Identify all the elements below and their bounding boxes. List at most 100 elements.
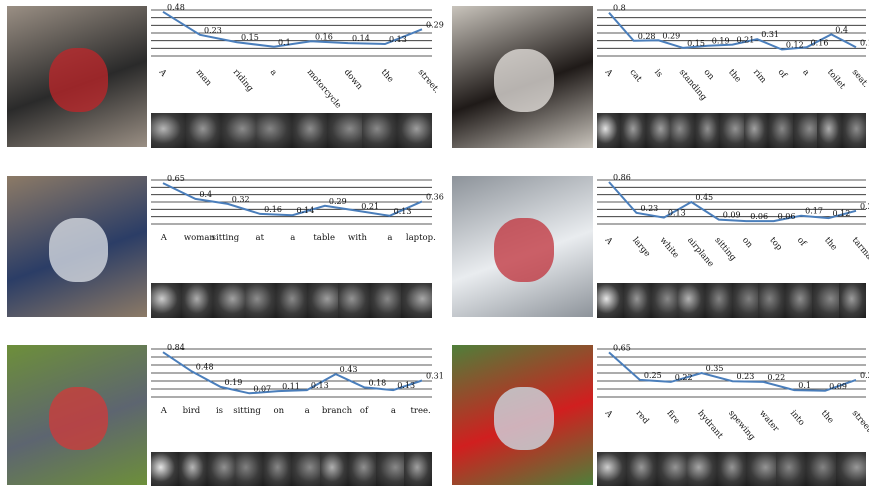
word-label: top (767, 236, 784, 254)
value-label: 0.22 (767, 373, 785, 382)
attention-map (817, 113, 842, 148)
attention-map (244, 283, 276, 318)
word-label: motorcycle (305, 68, 343, 111)
value-label: 0.25 (860, 371, 869, 380)
attention-map (151, 452, 180, 486)
value-label: 0.13 (668, 209, 686, 218)
attention-strip (597, 452, 867, 486)
value-label: 0.1 (798, 381, 811, 390)
photo-4 (452, 176, 593, 317)
attention-map (677, 283, 705, 318)
value-label: 0.31 (761, 30, 779, 39)
attention-map (207, 452, 236, 486)
attention-map (361, 113, 397, 148)
attention-map (319, 452, 348, 486)
attention-map (656, 452, 687, 486)
value-label: 0.13 (389, 35, 407, 44)
attention-map (776, 452, 807, 486)
value-label: 0.23 (640, 204, 658, 213)
attention-map (812, 283, 840, 318)
value-label: 0.31 (426, 371, 444, 380)
chart-4: 0.86 0.23 0.13 0.45 0.09 0.06 0.06 0.17 0.12 0.27… (597, 173, 869, 270)
value-label: 0.86 (613, 173, 631, 182)
series-line (608, 181, 857, 223)
word-label: rim (751, 68, 768, 86)
word-label: laptop. (406, 233, 436, 243)
value-label: 0.14 (352, 34, 370, 43)
attention-map (400, 283, 432, 318)
attention-map (746, 452, 777, 486)
attention-map (743, 113, 769, 148)
value-label: 0.09 (829, 382, 847, 391)
value-label: 0.14 (297, 206, 315, 215)
word-label: of (795, 236, 809, 249)
attention-map (179, 452, 208, 486)
attention-map (704, 283, 732, 318)
value-label: 0.25 (644, 371, 662, 380)
value-label: 0.23 (737, 372, 755, 381)
word-label: street. (850, 409, 869, 437)
photo-subject (494, 387, 554, 450)
attention-map (369, 283, 401, 318)
attention-map (375, 452, 404, 486)
word-label: A (160, 233, 168, 243)
chart-2: 0.8 0.28 0.29 0.15 0.19 0.21 0.31 0.12 0.16 0.4 0.… (597, 4, 869, 103)
word-label: white (658, 236, 681, 261)
attention-strip (597, 113, 866, 148)
value-label: 0.16 (264, 205, 282, 214)
chart-3: 0.65 0.4 0.32 0.16 0.14 0.29 0.21 0.13 0.36 A woma… (151, 174, 444, 243)
value-label: 0.48 (167, 3, 185, 12)
photo-subject (49, 218, 108, 282)
value-label: 0.4 (199, 190, 212, 199)
attention-map (186, 113, 222, 148)
word-label: hydrant (695, 409, 725, 442)
value-label: 0.16 (860, 38, 869, 47)
attention-map (235, 452, 264, 486)
value-label: 0.16 (315, 32, 333, 41)
value-label: 0.06 (750, 212, 768, 221)
value-label: 0.27 (860, 202, 869, 211)
word-label: is (652, 68, 664, 80)
value-label: 0.13 (394, 207, 412, 216)
word-label: airplane (685, 236, 716, 270)
series-line (162, 182, 423, 217)
attention-map (621, 113, 646, 148)
word-label: sitting (212, 233, 240, 243)
photo-6 (452, 345, 593, 485)
value-label: 0.28 (638, 32, 656, 41)
word-label: a (800, 68, 811, 78)
attention-map (597, 283, 624, 318)
attention-map (403, 452, 432, 486)
word-label: tree. (411, 406, 431, 416)
word-label: table (313, 233, 335, 243)
attention-map (307, 283, 339, 318)
value-label: 0.45 (695, 193, 713, 202)
photo-3 (7, 176, 147, 317)
attention-map (338, 283, 370, 318)
attention-strip (151, 452, 432, 486)
attention-map (758, 283, 786, 318)
word-label: the (726, 68, 743, 85)
value-label: 0.11 (282, 382, 300, 391)
value-label: 0.09 (723, 211, 741, 220)
value-label: 0.12 (786, 41, 804, 50)
value-label: 0.43 (340, 365, 358, 374)
attention-map (347, 452, 376, 486)
attention-map (213, 283, 245, 318)
attention-map (731, 283, 759, 318)
attention-map (785, 283, 813, 318)
value-label: 0.4 (835, 25, 848, 34)
photo-subject (494, 218, 554, 282)
word-label: sitting (712, 236, 738, 264)
value-label: 0.13 (311, 381, 329, 390)
attention-map (291, 113, 327, 148)
word-label: of (360, 406, 369, 416)
value-label: 0.19 (225, 378, 243, 387)
series-line (608, 12, 857, 51)
word-label: a (290, 233, 295, 243)
gridlines (597, 9, 866, 57)
word-label: A (160, 406, 168, 416)
word-label: large (630, 236, 652, 260)
word-label: with (348, 233, 367, 243)
attention-map (597, 113, 622, 148)
